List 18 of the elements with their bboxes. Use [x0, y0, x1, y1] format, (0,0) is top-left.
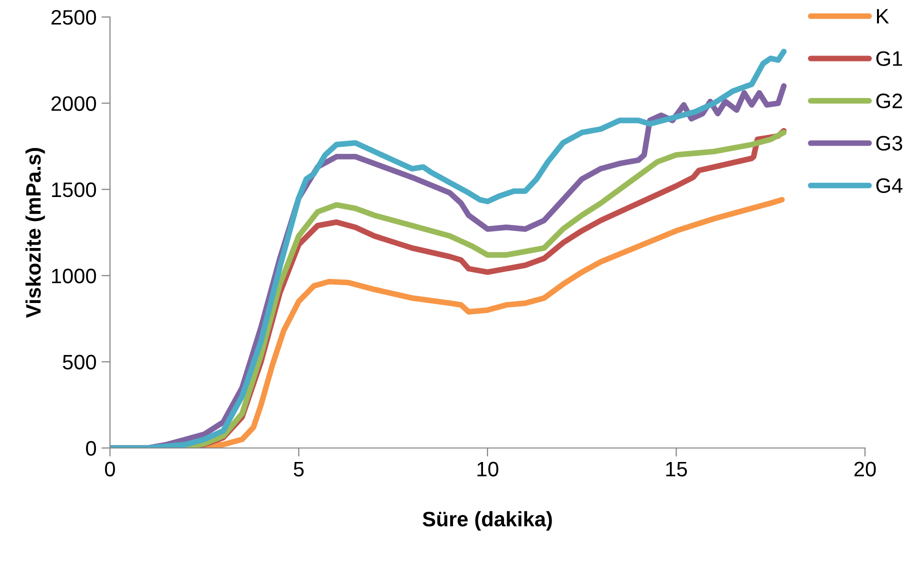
y-tick-label: 1000: [52, 268, 96, 284]
y-tick-label: 500: [62, 354, 96, 370]
x-tick-label: 5: [294, 462, 304, 476]
x-tick-label: 0: [105, 462, 115, 476]
legend-label: G4: [876, 178, 902, 193]
x-tick-label: 20: [854, 462, 876, 476]
legend-label: G2: [876, 94, 902, 108]
y-tick-label: 0: [86, 441, 96, 456]
x-axis-title: Süre (dakika): [422, 511, 552, 531]
x-tick-label: 15: [666, 462, 687, 476]
y-tick-label: 1500: [52, 182, 96, 198]
legend-label: K: [877, 9, 889, 24]
y-axis-title: Viskozite (mPa.s): [25, 148, 45, 318]
legend-label: G1: [876, 51, 902, 66]
y-tick-label: 2000: [52, 96, 96, 111]
y-tick-label: 2500: [52, 10, 96, 25]
x-tick-label: 10: [478, 462, 498, 476]
legend-label: G3: [876, 136, 902, 151]
